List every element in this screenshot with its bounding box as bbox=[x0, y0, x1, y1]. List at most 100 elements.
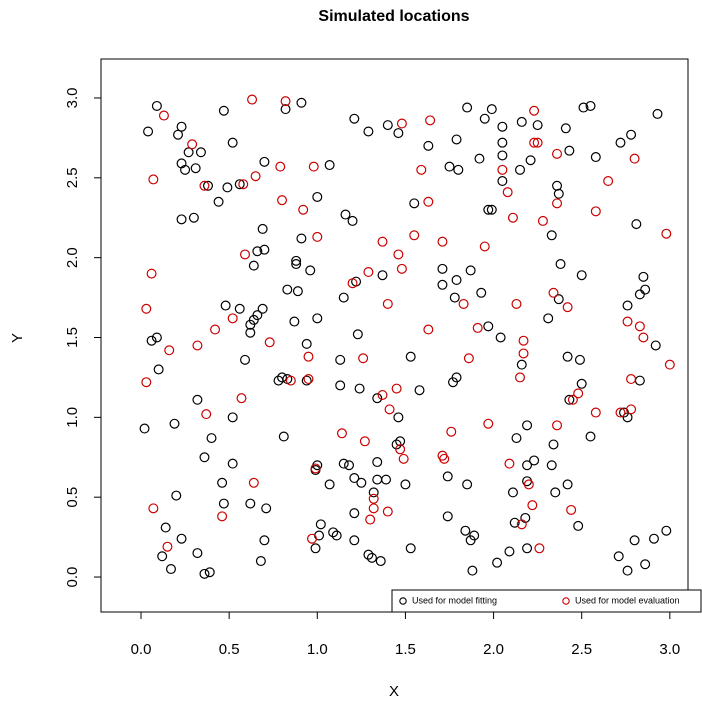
point bbox=[553, 294, 564, 305]
point bbox=[247, 94, 258, 105]
point bbox=[664, 359, 675, 370]
point bbox=[622, 300, 633, 311]
point bbox=[248, 260, 259, 271]
point bbox=[335, 354, 346, 365]
point bbox=[218, 498, 229, 509]
point bbox=[546, 230, 557, 241]
point bbox=[486, 104, 497, 115]
point bbox=[146, 335, 157, 346]
point bbox=[555, 259, 566, 270]
legend-marker bbox=[562, 597, 570, 605]
point bbox=[518, 335, 529, 346]
point bbox=[217, 477, 228, 488]
point bbox=[176, 533, 187, 544]
point bbox=[525, 155, 536, 166]
point bbox=[393, 412, 404, 423]
point bbox=[199, 180, 210, 191]
point bbox=[192, 394, 203, 405]
point bbox=[240, 249, 251, 260]
point bbox=[405, 543, 416, 554]
point bbox=[622, 316, 633, 327]
point bbox=[640, 559, 651, 570]
point bbox=[511, 433, 522, 444]
point bbox=[368, 487, 379, 498]
point bbox=[442, 471, 453, 482]
point bbox=[476, 287, 487, 298]
point bbox=[340, 209, 351, 220]
point bbox=[552, 180, 563, 191]
point bbox=[550, 487, 561, 498]
point bbox=[515, 164, 526, 175]
x-tick-label: 0.0 bbox=[131, 641, 152, 658]
point bbox=[522, 543, 533, 554]
point bbox=[354, 383, 365, 394]
point bbox=[483, 321, 494, 332]
point bbox=[261, 503, 272, 514]
point bbox=[534, 543, 545, 554]
point bbox=[338, 292, 349, 303]
point bbox=[158, 110, 169, 121]
point bbox=[301, 375, 312, 386]
point bbox=[548, 439, 559, 450]
point bbox=[164, 345, 175, 356]
point bbox=[296, 233, 307, 244]
point bbox=[352, 329, 363, 340]
point bbox=[280, 104, 291, 115]
point bbox=[301, 338, 312, 349]
point bbox=[590, 407, 601, 418]
y-tick-label: 1.5 bbox=[64, 327, 81, 348]
point bbox=[516, 519, 527, 530]
point bbox=[567, 394, 578, 405]
point bbox=[448, 377, 459, 388]
point bbox=[139, 423, 150, 434]
point bbox=[363, 549, 374, 560]
point bbox=[180, 164, 191, 175]
point bbox=[157, 551, 168, 562]
point bbox=[393, 128, 404, 139]
point bbox=[356, 477, 367, 488]
point bbox=[349, 508, 360, 519]
point bbox=[585, 100, 596, 111]
point bbox=[162, 541, 173, 552]
legend-box bbox=[391, 589, 702, 613]
point bbox=[349, 535, 360, 546]
x-tick-label: 1.5 bbox=[395, 641, 416, 658]
point bbox=[515, 372, 526, 383]
y-tick-label: 2.0 bbox=[64, 247, 81, 268]
x-tick-label: 0.5 bbox=[219, 641, 240, 658]
point bbox=[409, 230, 420, 241]
point bbox=[248, 477, 259, 488]
point bbox=[202, 180, 213, 191]
point bbox=[245, 327, 256, 338]
point bbox=[187, 139, 198, 150]
point bbox=[227, 458, 238, 469]
x-tick-label: 2.0 bbox=[483, 641, 504, 658]
point bbox=[151, 100, 162, 111]
point bbox=[303, 351, 314, 362]
point bbox=[460, 525, 471, 536]
point bbox=[502, 187, 513, 198]
point bbox=[462, 102, 473, 113]
point bbox=[398, 453, 409, 464]
y-tick-label: 1.0 bbox=[64, 407, 81, 428]
point bbox=[296, 97, 307, 108]
point bbox=[634, 289, 645, 300]
point bbox=[171, 490, 182, 501]
y-axis-label: Y bbox=[9, 333, 26, 343]
point bbox=[516, 116, 527, 127]
point bbox=[252, 246, 263, 257]
x-axis-label: X bbox=[389, 683, 399, 700]
point bbox=[315, 519, 326, 530]
point bbox=[183, 147, 194, 158]
point bbox=[308, 161, 319, 172]
point bbox=[465, 265, 476, 276]
point bbox=[423, 140, 434, 151]
point bbox=[564, 394, 575, 405]
point bbox=[381, 474, 392, 485]
point bbox=[363, 267, 374, 278]
point bbox=[590, 206, 601, 217]
point bbox=[222, 182, 233, 193]
point bbox=[358, 353, 369, 364]
point bbox=[259, 244, 270, 255]
